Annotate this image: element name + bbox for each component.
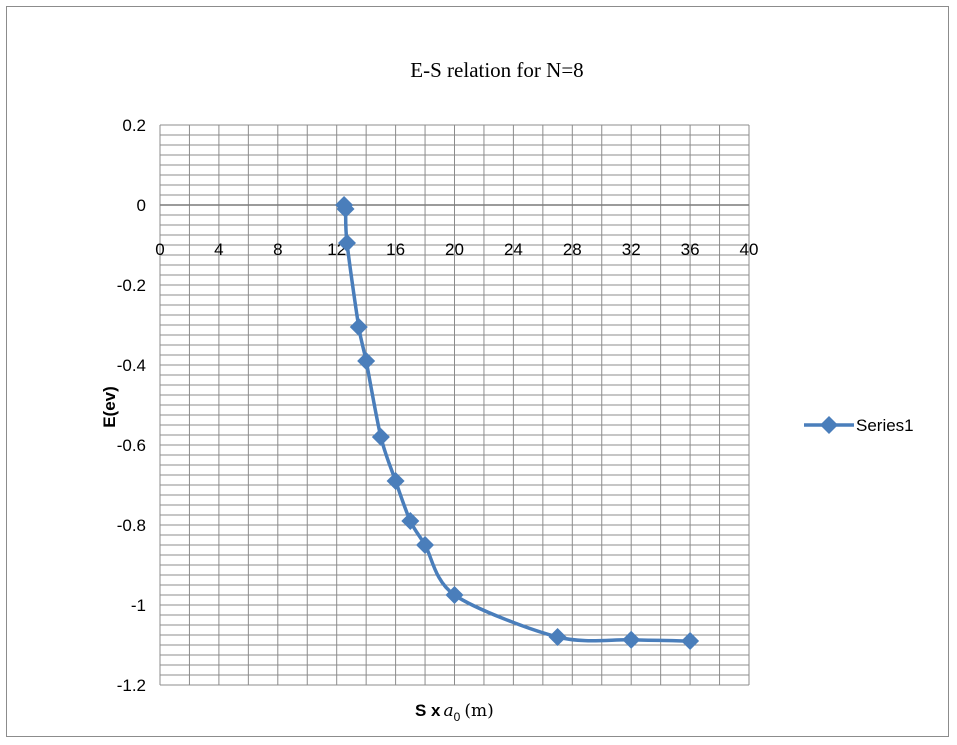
x-tick-label: 40	[740, 240, 759, 259]
x-tick-label: 4	[214, 240, 223, 259]
data-point	[371, 428, 390, 446]
x-tick-label: 20	[445, 240, 464, 259]
data-point	[357, 352, 376, 370]
y-tick-label: -0.2	[117, 276, 146, 295]
y-tick-label: -0.4	[117, 356, 146, 375]
data-point	[349, 318, 368, 336]
x-tick-label: 28	[563, 240, 582, 259]
y-tick-label: -0.6	[117, 436, 146, 455]
data-point	[416, 536, 435, 554]
chart-title: E-S relation for N=8	[410, 58, 583, 82]
x-tick-labels: 0 4 8 12 16 20 24 28 32 36 40	[155, 240, 758, 259]
x-tick-label: 32	[622, 240, 641, 259]
data-point	[386, 472, 405, 490]
x-tick-label: 24	[504, 240, 523, 259]
data-point	[338, 234, 357, 252]
y-axis-title: E(ev)	[100, 386, 119, 428]
legend-marker	[820, 416, 838, 434]
x-axis-title: S x a0 (m)	[415, 701, 494, 724]
y-tick-labels: 0.2 0 -0.2 -0.4 -0.6 -0.8 -1 -1.2	[117, 116, 146, 695]
series-layer	[335, 196, 700, 650]
x-tick-label: 16	[386, 240, 405, 259]
chart-frame: E-S relation for N=8 0 4 8 12 16 20 24 28 32 36 40…	[6, 6, 949, 737]
data-point	[445, 586, 464, 604]
x-axis-symbol: a	[444, 701, 454, 721]
grid-layer	[159, 124, 750, 686]
data-point	[548, 628, 567, 646]
legend: Series1	[804, 416, 914, 435]
x-tick-label: 36	[681, 240, 700, 259]
x-tick-label: 0	[155, 240, 164, 259]
x-tick-label: 8	[273, 240, 282, 259]
legend-label: Series1	[856, 416, 914, 435]
y-tick-label: -0.8	[117, 516, 146, 535]
y-tick-label: -1.2	[117, 676, 146, 695]
data-point	[622, 630, 641, 649]
y-tick-label: 0	[137, 196, 146, 215]
x-axis-unit: (m)	[464, 701, 493, 721]
data-point	[681, 632, 700, 650]
data-point	[401, 512, 420, 530]
x-axis-subscript: 0	[454, 710, 461, 724]
chart-canvas: E-S relation for N=8 0 4 8 12 16 20 24 28 32 36 40…	[100, 58, 914, 724]
y-tick-label: -1	[131, 596, 146, 615]
x-axis-title-main: S x	[415, 701, 441, 720]
data-point	[336, 200, 355, 218]
y-tick-label: 0.2	[122, 116, 146, 135]
